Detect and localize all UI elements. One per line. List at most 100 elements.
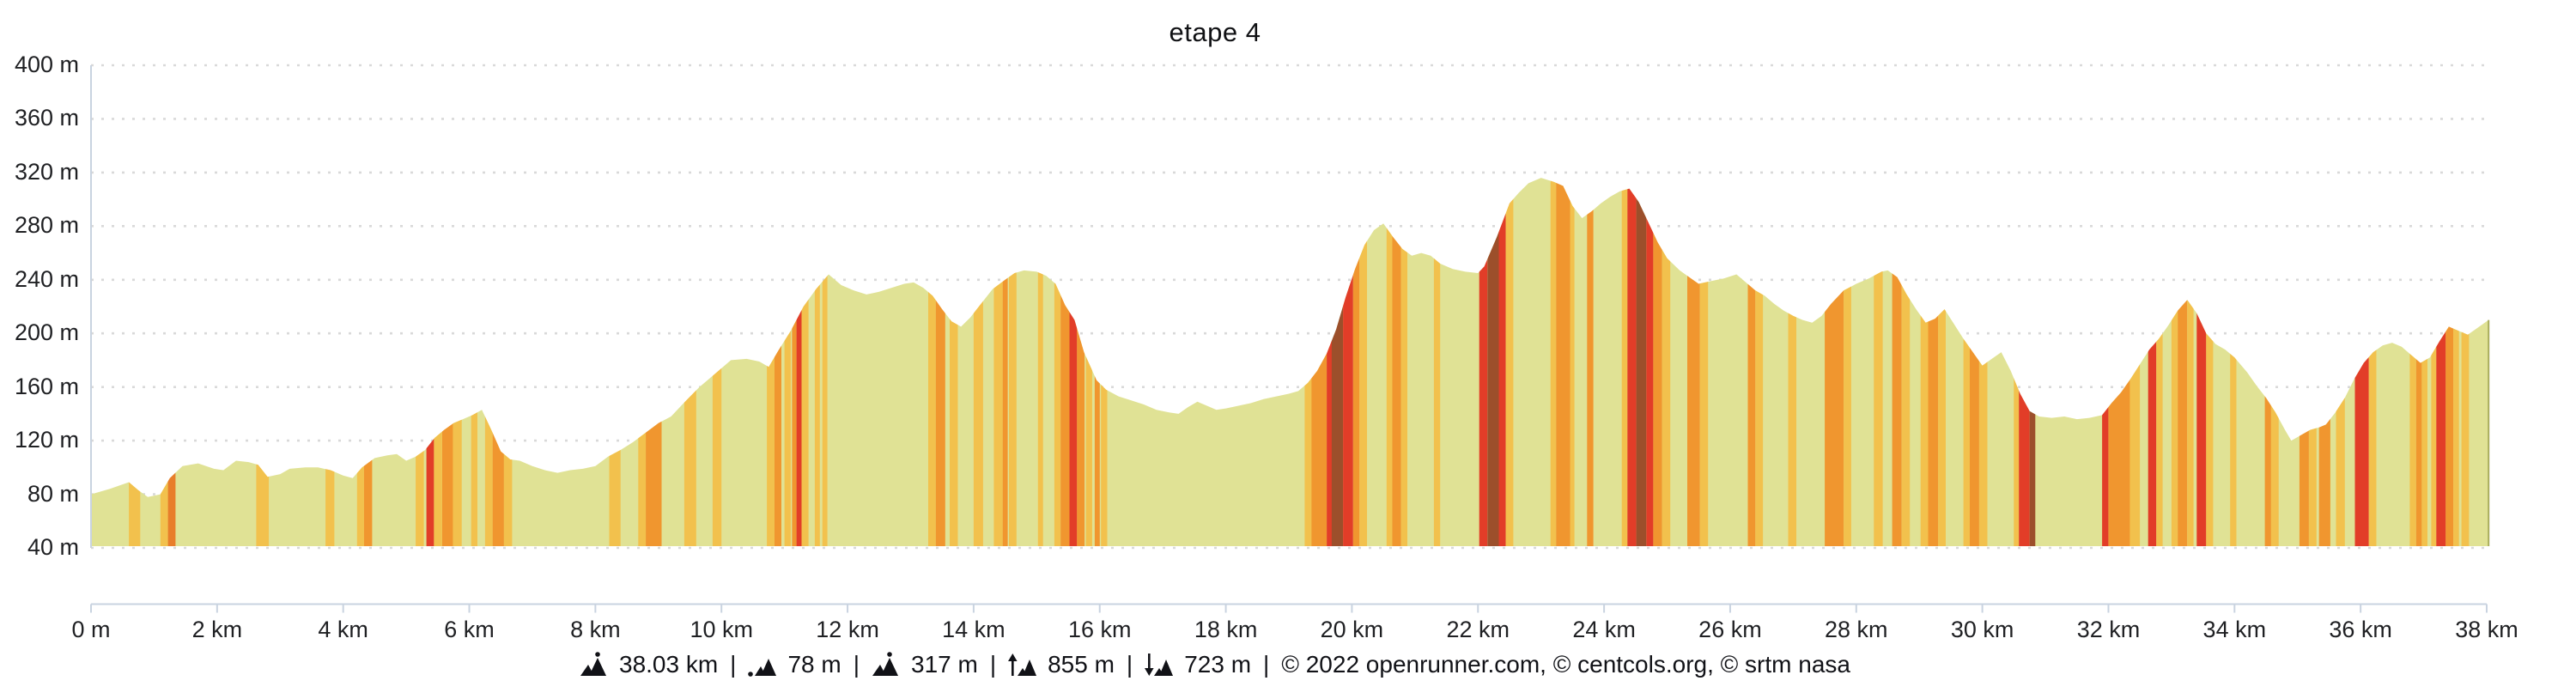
slope-stripe-deeporange — [167, 178, 176, 546]
x-tick-label-0: 0 m — [71, 617, 111, 642]
slope-stripe-red — [1646, 178, 1654, 546]
slope-stripe-amber — [1550, 178, 1557, 546]
y-tick-label-160: 160 m — [14, 373, 79, 399]
slope-stripe-amber — [2230, 178, 2237, 546]
slope-stripe-red — [1343, 178, 1353, 546]
slope-stripe-orange — [1311, 178, 1327, 546]
total-ascent-icon — [1008, 652, 1037, 678]
stat-max-altitude: 317 m — [872, 651, 978, 678]
x-tick-label-14: 14 km — [942, 617, 1005, 642]
slope-stripe-amber — [1037, 178, 1043, 546]
stat-total-descent: 723 m — [1145, 651, 1251, 678]
slope-stripe-amber — [2129, 178, 2141, 546]
slope-stripe-orange — [1077, 178, 1085, 546]
slope-stripe-red — [1627, 178, 1637, 546]
slope-stripe-amber — [1963, 178, 1970, 546]
y-tick-label-40: 40 m — [27, 534, 79, 560]
slope-stripe-amber — [1101, 178, 1108, 546]
slope-stripe-orange — [935, 178, 945, 546]
slope-stripe-orange — [2108, 178, 2130, 546]
copyright-credits: © 2022 openrunner.com, © centcols.org, ©… — [1281, 651, 1850, 678]
slope-stripe-amber — [950, 178, 958, 546]
y-tick-label-320: 320 m — [14, 158, 79, 185]
y-tick-label-120: 120 m — [14, 427, 79, 453]
x-tick-label-10: 10 km — [690, 617, 753, 642]
x-tick-label-8: 8 km — [570, 617, 621, 642]
y-tick-label-360: 360 m — [14, 105, 79, 131]
slope-stripe-amber — [1699, 178, 1709, 546]
slope-stripe-red — [1498, 178, 1506, 546]
x-tick-label-36: 36 km — [2329, 617, 2392, 642]
slope-stripe-amber — [638, 178, 647, 546]
x-tick-label-24: 24 km — [1572, 617, 1636, 642]
min-altitude-icon — [748, 652, 777, 678]
x-tick-label-22: 22 km — [1446, 617, 1510, 642]
slope-stripe-amber — [453, 178, 462, 546]
slope-stripe-brown — [1331, 178, 1344, 546]
slope-stripe-amber — [1386, 178, 1393, 546]
slope-stripe-red — [2019, 178, 2030, 546]
slope-stripe-amber — [2461, 178, 2470, 546]
y-tick-label-280: 280 m — [14, 212, 79, 239]
slope-stripe-brown — [2029, 178, 2036, 546]
slope-stripe-amber — [2431, 178, 2437, 546]
x-tick-label-2: 2 km — [191, 617, 243, 642]
slope-stripe-brown — [1636, 178, 1647, 546]
slope-stripe-amber — [784, 178, 791, 546]
x-tick-label-6: 6 km — [444, 617, 495, 642]
slope-stripe-red — [2354, 178, 2369, 546]
slope-stripe-orange — [1587, 178, 1594, 546]
slope-stripe-orange — [363, 178, 373, 546]
stat-value: 38.03 km — [619, 651, 719, 678]
slope-stripe-orange — [2178, 178, 2188, 546]
x-tick-label-20: 20 km — [1320, 617, 1384, 642]
stat-separator: | — [1126, 651, 1133, 678]
slope-stripe-amber — [2206, 178, 2214, 546]
slope-stripe-amber — [471, 178, 477, 546]
slope-stripe-amber — [325, 178, 335, 546]
slope-stripe-amber — [822, 178, 828, 546]
slope-stripe-amber — [2187, 178, 2194, 546]
slope-stripe-orange — [2415, 178, 2422, 546]
x-tick-label-30: 30 km — [1950, 617, 2014, 642]
slope-stripe-amber — [1570, 178, 1575, 546]
slope-stripe-orange — [2318, 178, 2330, 546]
x-tick-label-4: 4 km — [318, 617, 368, 642]
slope-stripe-amber — [712, 178, 722, 546]
slope-stripe-amber — [993, 178, 1003, 546]
slope-stripe-amber — [1433, 178, 1441, 546]
slope-stripe-amber — [129, 178, 141, 546]
slope-stripe-amber — [2409, 178, 2416, 546]
slope-stripe-orange — [2264, 178, 2271, 546]
slope-stripe-amber — [1054, 178, 1061, 546]
stat-total-ascent: 855 m — [1008, 651, 1115, 678]
slope-stripe-amber — [1788, 178, 1796, 546]
slope-stripe-red — [1069, 178, 1078, 546]
slope-stripe-amber — [1400, 178, 1407, 546]
stat-separator: | — [730, 651, 737, 678]
slope-stripe-amber — [1505, 178, 1514, 546]
slope-stripe-amber — [1844, 178, 1851, 546]
slope-stripe-orange — [1094, 178, 1100, 546]
slope-stripe-orange — [1556, 178, 1571, 546]
slope-stripe-orange — [1747, 178, 1756, 546]
slope-stripe-amber — [1979, 178, 1988, 546]
stat-value: 317 m — [910, 651, 978, 678]
slope-stripe-amber — [2453, 178, 2459, 546]
route-stats-footer: 38.03 km | 78 m | 317 m | 855 m | 723 m | © 2022 o… — [580, 651, 1850, 678]
slope-stripe-orange — [1392, 178, 1401, 546]
slope-stripe-orange — [442, 178, 453, 546]
stat-separator: | — [853, 651, 860, 678]
slope-stripe-amber — [973, 178, 983, 546]
slope-stripe-amber — [1755, 178, 1764, 546]
slope-stripe-amber — [1009, 178, 1017, 546]
slope-stripe-red — [2196, 178, 2207, 546]
slope-stripe-amber — [609, 178, 621, 546]
slope-stripe-amber — [2270, 178, 2279, 546]
x-tick-label-34: 34 km — [2202, 617, 2267, 642]
y-tick-label-240: 240 m — [14, 265, 79, 292]
slope-stripe-amber — [2014, 178, 2020, 546]
slope-stripe-orange — [646, 178, 662, 546]
slope-stripe-amber — [2336, 178, 2345, 546]
